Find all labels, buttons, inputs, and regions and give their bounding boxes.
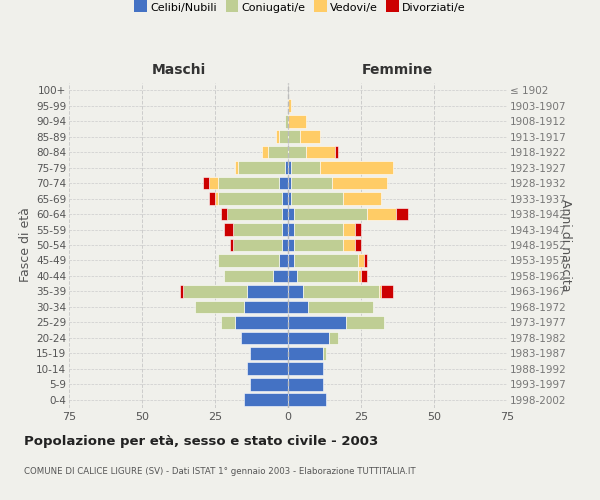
Text: Popolazione per età, sesso e stato civile - 2003: Popolazione per età, sesso e stato civil…: [24, 435, 378, 448]
Bar: [294, 208, 367, 220]
Bar: [233, 223, 282, 236]
Bar: [274, 270, 288, 282]
Bar: [355, 223, 361, 236]
Bar: [209, 177, 218, 190]
Bar: [288, 223, 294, 236]
Bar: [288, 100, 291, 112]
Bar: [396, 208, 408, 220]
Bar: [183, 285, 247, 298]
Bar: [288, 394, 326, 406]
Bar: [382, 285, 393, 298]
Bar: [299, 130, 320, 143]
Bar: [288, 146, 305, 158]
Bar: [230, 238, 233, 252]
Bar: [218, 177, 279, 190]
Bar: [282, 192, 288, 205]
Bar: [288, 316, 346, 328]
Bar: [288, 115, 305, 128]
Bar: [268, 146, 288, 158]
Bar: [332, 177, 387, 190]
Bar: [323, 347, 326, 360]
Bar: [279, 130, 288, 143]
Bar: [235, 162, 238, 174]
Bar: [180, 285, 183, 298]
Bar: [221, 316, 235, 328]
Bar: [244, 300, 288, 313]
Bar: [379, 285, 382, 298]
Bar: [361, 270, 367, 282]
Bar: [358, 254, 364, 267]
Bar: [291, 177, 332, 190]
Bar: [227, 208, 282, 220]
Bar: [343, 223, 355, 236]
Bar: [320, 162, 393, 174]
Bar: [288, 254, 294, 267]
Bar: [235, 316, 288, 328]
Bar: [218, 254, 279, 267]
Bar: [288, 285, 302, 298]
Bar: [244, 394, 288, 406]
Y-axis label: Fasce di età: Fasce di età: [19, 208, 32, 282]
Bar: [291, 192, 343, 205]
Bar: [335, 146, 338, 158]
Bar: [288, 300, 308, 313]
Bar: [305, 146, 335, 158]
Bar: [282, 238, 288, 252]
Bar: [282, 208, 288, 220]
Bar: [285, 162, 288, 174]
Bar: [294, 254, 358, 267]
Bar: [221, 208, 227, 220]
Text: Maschi: Maschi: [151, 64, 206, 78]
Text: Femmine: Femmine: [362, 64, 433, 78]
Legend: Celibi/Nubili, Coniugati/e, Vedovi/e, Divorziati/e: Celibi/Nubili, Coniugati/e, Vedovi/e, Di…: [132, 0, 468, 16]
Bar: [288, 208, 294, 220]
Bar: [288, 162, 291, 174]
Bar: [238, 162, 285, 174]
Bar: [364, 254, 367, 267]
Bar: [358, 270, 361, 282]
Bar: [194, 300, 244, 313]
Bar: [285, 115, 288, 128]
Bar: [218, 192, 282, 205]
Bar: [355, 238, 361, 252]
Bar: [262, 146, 268, 158]
Bar: [291, 162, 320, 174]
Bar: [288, 362, 323, 375]
Bar: [247, 362, 288, 375]
Bar: [247, 285, 288, 298]
Bar: [203, 177, 209, 190]
Bar: [302, 285, 379, 298]
Bar: [209, 192, 215, 205]
Bar: [288, 270, 297, 282]
Bar: [288, 177, 291, 190]
Bar: [288, 192, 291, 205]
Bar: [288, 347, 323, 360]
Bar: [288, 332, 329, 344]
Y-axis label: Anni di nascita: Anni di nascita: [559, 198, 572, 291]
Bar: [277, 130, 279, 143]
Bar: [282, 223, 288, 236]
Bar: [288, 238, 294, 252]
Bar: [215, 192, 218, 205]
Bar: [279, 254, 288, 267]
Bar: [241, 332, 288, 344]
Bar: [233, 238, 282, 252]
Bar: [294, 223, 343, 236]
Text: COMUNE DI CALICE LIGURE (SV) - Dati ISTAT 1° gennaio 2003 - Elaborazione TUTTITA: COMUNE DI CALICE LIGURE (SV) - Dati ISTA…: [24, 468, 416, 476]
Bar: [308, 300, 373, 313]
Bar: [343, 238, 355, 252]
Bar: [329, 332, 338, 344]
Bar: [297, 270, 358, 282]
Bar: [346, 316, 385, 328]
Bar: [294, 238, 343, 252]
Bar: [250, 378, 288, 390]
Bar: [250, 347, 288, 360]
Bar: [224, 223, 233, 236]
Bar: [288, 130, 299, 143]
Bar: [367, 208, 396, 220]
Bar: [343, 192, 382, 205]
Bar: [288, 378, 323, 390]
Bar: [279, 177, 288, 190]
Bar: [224, 270, 274, 282]
